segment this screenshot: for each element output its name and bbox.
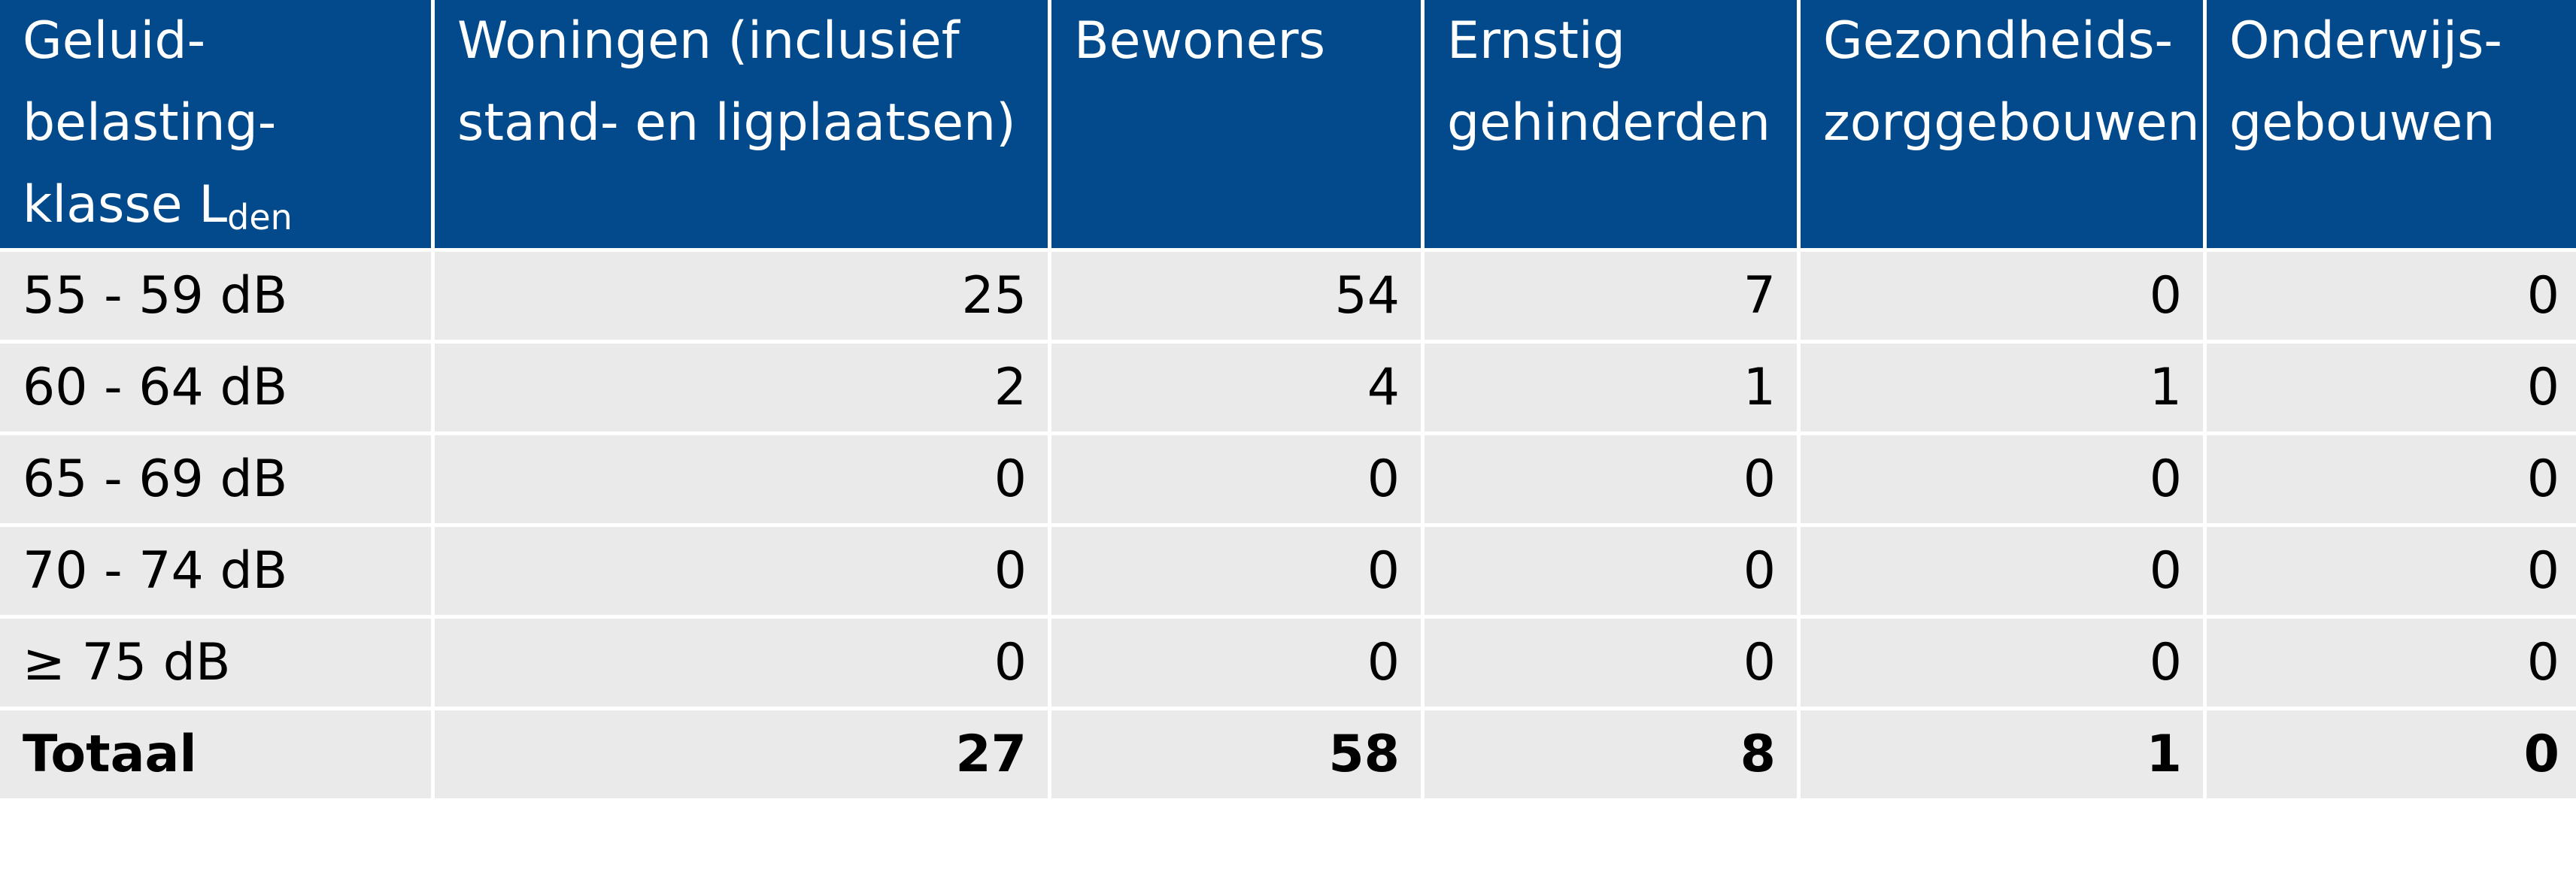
- header-klasse-line-3: klasse Lden: [23, 164, 431, 246]
- cell-onderwijs: 0: [2207, 248, 2576, 340]
- cell-klasse: ≥ 75 dB: [0, 615, 435, 707]
- cell-gezondheid: 1: [1801, 340, 2207, 431]
- cell-gehinderden: 0: [1425, 431, 1801, 523]
- header-gehinderden-line-2: gehinderden: [1447, 93, 1770, 153]
- total-onderwijs: 0: [2207, 707, 2576, 798]
- header-woningen-line-2: stand- en ligplaatsen): [457, 93, 1016, 153]
- cell-klasse: 55 - 59 dB: [0, 248, 435, 340]
- cell-gezondheid: 0: [1801, 523, 2207, 615]
- cell-gezondheid: 0: [1801, 615, 2207, 707]
- header-klasse-line-2: belasting-: [23, 93, 277, 153]
- cell-onderwijs: 0: [2207, 340, 2576, 431]
- total-gezondheid: 1: [1801, 707, 2207, 798]
- cell-woningen: 25: [435, 248, 1051, 340]
- cell-gezondheid: 0: [1801, 248, 2207, 340]
- cell-woningen: 0: [435, 431, 1051, 523]
- cell-gehinderden: 1: [1425, 340, 1801, 431]
- cell-bewoners: 0: [1051, 431, 1425, 523]
- header-onderwijs-line-2: gebouwen: [2229, 93, 2496, 153]
- cell-woningen: 0: [435, 615, 1051, 707]
- header-onderwijs-line-1: Onderwijs-: [2229, 11, 2502, 71]
- header-gezondheid-line-2: zorggebouwen: [1823, 93, 2200, 153]
- table-body: 55 - 59 dB 25 54 7 0 0 60 - 64 dB 2 4 1 …: [0, 248, 2576, 798]
- total-bewoners: 58: [1051, 707, 1425, 798]
- table-row: 55 - 59 dB 25 54 7 0 0: [0, 248, 2576, 340]
- header-gezondheid-line-1: Gezondheids-: [1823, 11, 2174, 71]
- header-klasse-text: klasse L: [23, 175, 228, 235]
- header-bewoners: Bewoners: [1051, 0, 1425, 248]
- cell-bewoners: 0: [1051, 615, 1425, 707]
- table-row: ≥ 75 dB 0 0 0 0 0: [0, 615, 2576, 707]
- cell-bewoners: 54: [1051, 248, 1425, 340]
- header-gezondheid: Gezondheids- zorggebouwen: [1801, 0, 2207, 248]
- cell-bewoners: 4: [1051, 340, 1425, 431]
- cell-klasse: 70 - 74 dB: [0, 523, 435, 615]
- table-row: 65 - 69 dB 0 0 0 0 0: [0, 431, 2576, 523]
- header-gehinderden: Ernstig gehinderden: [1425, 0, 1801, 248]
- cell-gehinderden: 7: [1425, 248, 1801, 340]
- header-klasse: Geluid- belasting- klasse Lden: [0, 0, 435, 248]
- header-gehinderden-line-1: Ernstig: [1447, 11, 1625, 71]
- cell-klasse: 65 - 69 dB: [0, 431, 435, 523]
- total-row: Totaal 27 58 8 1 0: [0, 707, 2576, 798]
- cell-woningen: 2: [435, 340, 1051, 431]
- total-gehinderden: 8: [1425, 707, 1801, 798]
- header-row: Geluid- belasting- klasse Lden Woningen …: [0, 0, 2576, 248]
- total-label: Totaal: [0, 707, 435, 798]
- cell-gehinderden: 0: [1425, 523, 1801, 615]
- cell-onderwijs: 0: [2207, 431, 2576, 523]
- noise-exposure-table: Geluid- belasting- klasse Lden Woningen …: [0, 0, 2576, 798]
- cell-onderwijs: 0: [2207, 615, 2576, 707]
- header-woningen-line-1: Woningen (inclusief: [457, 11, 960, 71]
- total-woningen: 27: [435, 707, 1051, 798]
- table-header: Geluid- belasting- klasse Lden Woningen …: [0, 0, 2576, 248]
- header-onderwijs: Onderwijs- gebouwen: [2207, 0, 2576, 248]
- cell-onderwijs: 0: [2207, 523, 2576, 615]
- header-klasse-line-1: Geluid-: [23, 11, 206, 71]
- cell-bewoners: 0: [1051, 523, 1425, 615]
- header-woningen: Woningen (inclusief stand- en ligplaatse…: [435, 0, 1051, 248]
- table-row: 70 - 74 dB 0 0 0 0 0: [0, 523, 2576, 615]
- header-klasse-subscript: den: [227, 197, 293, 238]
- cell-gehinderden: 0: [1425, 615, 1801, 707]
- header-bewoners-line-1: Bewoners: [1074, 11, 1326, 71]
- cell-woningen: 0: [435, 523, 1051, 615]
- table-row: 60 - 64 dB 2 4 1 1 0: [0, 340, 2576, 431]
- cell-gezondheid: 0: [1801, 431, 2207, 523]
- cell-klasse: 60 - 64 dB: [0, 340, 435, 431]
